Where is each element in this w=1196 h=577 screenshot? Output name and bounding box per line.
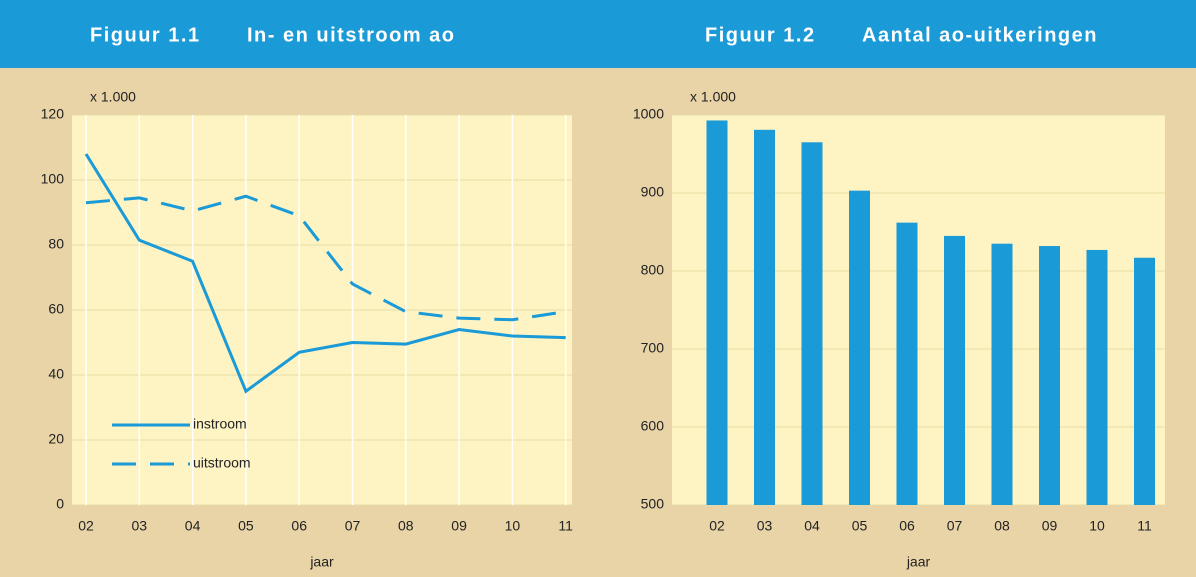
x-tick-label: 11 xyxy=(1137,518,1152,534)
y-tick-label: 80 xyxy=(48,236,64,252)
x-tick-label: 10 xyxy=(1089,518,1105,534)
unit-label: x 1.000 xyxy=(90,89,136,105)
x-tick-label: 07 xyxy=(345,518,361,534)
x-tick-label: 04 xyxy=(185,518,201,534)
unit-label: x 1.000 xyxy=(690,89,736,105)
chart-figure-label: Figuur 1.2 xyxy=(705,24,816,46)
x-tick-label: 08 xyxy=(994,518,1010,534)
line-series xyxy=(85,194,566,322)
x-tick-label: 05 xyxy=(852,518,868,534)
x-tick-label: 11 xyxy=(558,518,573,534)
y-tick-label: 800 xyxy=(641,262,665,278)
y-tick-label: 700 xyxy=(641,340,665,356)
x-tick-label: 08 xyxy=(398,518,414,534)
y-tick-label: 100 xyxy=(41,171,65,187)
bar xyxy=(706,120,728,506)
y-tick-label: 500 xyxy=(641,496,665,512)
bar xyxy=(1134,257,1155,505)
y-tick-label: 20 xyxy=(48,431,64,447)
x-tick-label: 03 xyxy=(757,518,773,534)
bar xyxy=(896,222,918,505)
chart-title: In- en uitstroom ao xyxy=(247,24,456,46)
y-tick-label: 0 xyxy=(56,496,64,512)
x-tick-label: 09 xyxy=(1042,518,1058,534)
x-tick-label: 02 xyxy=(709,518,725,534)
y-tick-label: 600 xyxy=(641,418,665,434)
header-bar xyxy=(0,0,1196,68)
bar xyxy=(1039,246,1060,506)
bar xyxy=(991,243,1013,505)
chart-figure-label: Figuur 1.1 xyxy=(90,24,201,46)
legend-label: uitstroom xyxy=(193,455,251,471)
y-tick-label: 900 xyxy=(641,184,665,200)
bar xyxy=(944,235,965,505)
x-tick-label: 09 xyxy=(451,518,467,534)
x-tick-label: 07 xyxy=(947,518,963,534)
x-tick-label: 03 xyxy=(132,518,148,534)
x-tick-label: 02 xyxy=(78,518,94,534)
x-tick-label: 10 xyxy=(505,518,521,534)
x-tick-label: 06 xyxy=(899,518,915,534)
chart-title: Aantal ao-uitkeringen xyxy=(862,24,1098,46)
y-tick-label: 1000 xyxy=(633,106,664,122)
y-tick-label: 60 xyxy=(48,301,64,317)
x-axis-label: jaar xyxy=(906,554,931,570)
bar xyxy=(801,142,823,506)
legend-label: instroom xyxy=(193,416,247,432)
bar xyxy=(1086,249,1108,505)
y-tick-label: 120 xyxy=(41,106,65,122)
x-tick-label: 05 xyxy=(238,518,254,534)
line-series xyxy=(84,153,566,394)
bar xyxy=(849,190,870,505)
x-tick-label: 06 xyxy=(291,518,307,534)
x-tick-label: 04 xyxy=(804,518,820,534)
bar xyxy=(754,129,775,505)
y-tick-label: 40 xyxy=(48,366,64,382)
x-axis-label: jaar xyxy=(309,554,334,570)
